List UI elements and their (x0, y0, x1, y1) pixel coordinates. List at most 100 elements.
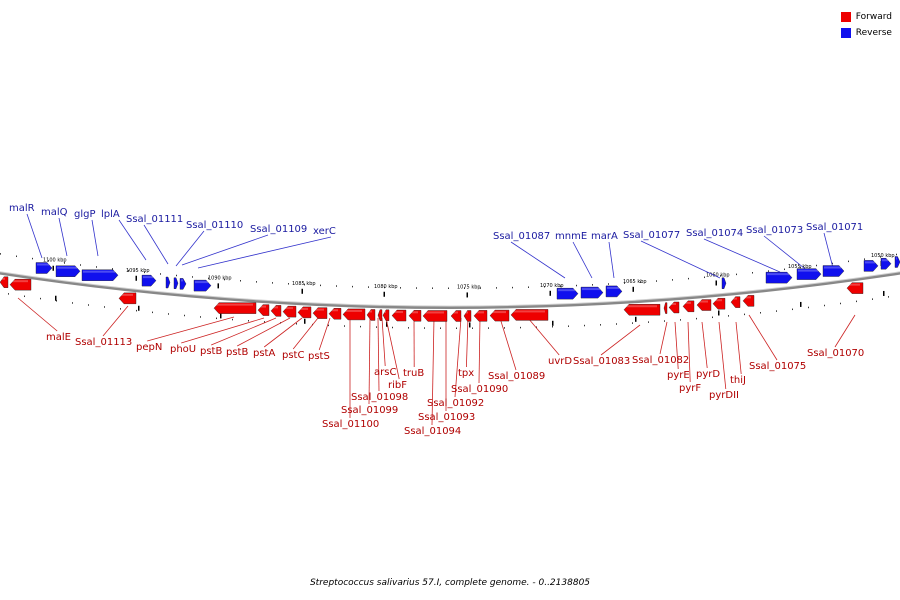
leader-line (763, 235, 810, 273)
arrow-shine (582, 288, 600, 291)
minor-tick (448, 287, 449, 289)
minor-tick (64, 262, 65, 264)
minor-tick (544, 286, 545, 288)
minor-tick (104, 306, 105, 308)
minor-tick (872, 298, 873, 300)
kbp-label: 1060 kbp (706, 272, 730, 278)
minor-tick (80, 264, 81, 266)
arrow-shine (744, 296, 751, 299)
gene-arrow (796, 268, 822, 280)
minor-tick (784, 268, 785, 271)
gene-label-forward: pyrDII (709, 390, 739, 401)
minor-tick (304, 283, 305, 286)
arrow-shine (120, 293, 133, 296)
gene-arrow (894, 256, 900, 268)
minor-tick (264, 321, 265, 323)
minor-tick (648, 321, 649, 323)
minor-tick (888, 296, 889, 298)
gene-label-reverse: Ssal_01074 (686, 228, 743, 239)
gene-arrow (81, 269, 119, 281)
minor-tick (712, 316, 713, 319)
gene-arrow (179, 278, 187, 290)
gene-arrows (0, 256, 900, 322)
leader-line (478, 317, 481, 384)
gene-label-forward: Ssal_01070 (807, 348, 864, 359)
leader-line (381, 317, 386, 367)
arrow-shine (330, 309, 338, 312)
arrow-shine (512, 310, 545, 313)
kbp-label: 1080 kbp (374, 284, 398, 290)
gene-arrow (377, 309, 383, 321)
minor-tick (352, 285, 353, 288)
leader-line (181, 234, 269, 266)
minor-tick (296, 323, 297, 325)
gene-arrow (580, 286, 604, 299)
minor-tick (600, 324, 601, 326)
gene-label-forward: Ssal_01092 (427, 398, 484, 409)
minor-tick (320, 284, 321, 287)
arrow-shine (607, 286, 619, 289)
gene-arrow (213, 302, 257, 314)
minor-tick (432, 287, 433, 289)
gene-arrow (282, 305, 297, 318)
gene-arrow (297, 306, 312, 319)
minor-tick (824, 304, 825, 307)
gene-arrow (556, 287, 579, 300)
minor-tick (208, 277, 209, 280)
leader-line (659, 321, 668, 355)
minor-tick (144, 271, 145, 274)
minor-tick (792, 308, 793, 311)
gene-label-forward: uvrD (548, 356, 572, 367)
gene-arrow (312, 307, 328, 319)
arrow-shine (368, 310, 372, 313)
minor-tick (384, 286, 385, 289)
minor-tick (752, 272, 753, 274)
gene-label-forward: pstB (200, 346, 222, 357)
minor-tick (128, 269, 129, 272)
major-tick (466, 292, 468, 298)
kbp-label: 1085 kbp (292, 281, 316, 287)
leader-line (823, 232, 834, 269)
gene-arrow (473, 310, 488, 322)
minor-tick (96, 266, 97, 268)
leader-line (118, 219, 147, 261)
gene-arrow (510, 309, 549, 321)
gene-label-reverse: Ssal_01071 (806, 222, 863, 233)
minor-tick (632, 322, 633, 324)
kbp-label: 1055 kbp (788, 264, 812, 270)
gene-label-forward: Ssal_01113 (75, 337, 132, 348)
minor-tick (8, 293, 9, 295)
minor-tick (424, 327, 425, 329)
gene-arrow (422, 310, 448, 322)
gene-label-reverse: xerC (313, 226, 336, 237)
minor-tick (864, 258, 865, 260)
minor-tick (880, 256, 881, 258)
gene-arrow (55, 265, 81, 277)
minor-tick (120, 308, 121, 310)
minor-tick (584, 324, 585, 327)
minor-tick (536, 326, 537, 328)
gene-arrow (730, 296, 741, 308)
gene-label-forward: thiJ (730, 375, 746, 386)
arrow-shine (865, 261, 875, 264)
gene-label-forward: phoU (170, 344, 196, 355)
minor-tick (368, 286, 369, 288)
gene-arrow (141, 274, 157, 287)
major-tick (138, 305, 140, 311)
minor-tick (496, 287, 497, 289)
gene-label-forward: pepN (136, 342, 162, 353)
arrow-shine (195, 281, 208, 284)
minor-tick (488, 327, 489, 329)
gene-label-reverse: Ssal_01110 (186, 220, 243, 231)
legend-forward-label: Forward (855, 12, 892, 22)
leader-line (834, 314, 856, 348)
minor-tick (768, 270, 769, 272)
minor-tick (592, 284, 593, 286)
leader-line (431, 317, 435, 426)
gene-arrow (742, 295, 755, 307)
gene-arrow (880, 258, 892, 270)
minor-tick (160, 273, 161, 275)
arrow-shine (143, 276, 153, 279)
gene-label-reverse: malR (9, 203, 35, 214)
